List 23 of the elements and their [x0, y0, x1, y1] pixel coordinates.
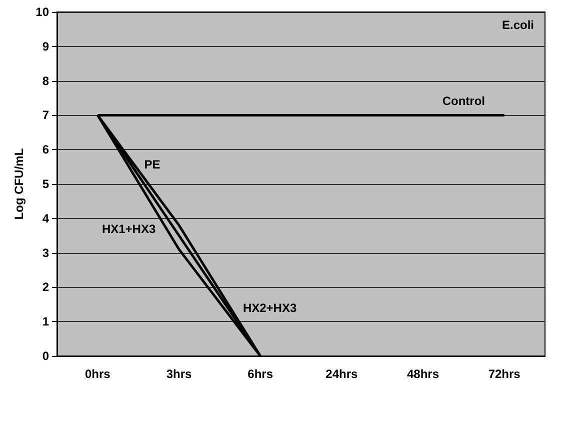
y-axis-title: Log CFU/mL	[12, 148, 26, 220]
y-tick-label: 0	[42, 349, 50, 363]
x-tick-label: 72hrs	[488, 367, 521, 381]
x-tick-label: 6hrs	[248, 367, 274, 381]
series-label: HX1+HX3	[102, 222, 156, 236]
y-tick-label: 3	[42, 246, 50, 260]
x-tick-label: 24hrs	[326, 367, 358, 381]
y-tick-label: 4	[42, 211, 50, 226]
y-tick-label: 5	[42, 177, 50, 191]
x-tick-label: 48hrs	[406, 367, 440, 381]
series-label: Control	[442, 94, 485, 108]
x-tick-label: 0hrs	[84, 367, 111, 381]
series-label: PE	[144, 158, 160, 172]
y-tick-label: 6	[42, 142, 50, 157]
y-tick-label: 8	[42, 74, 50, 88]
series-label: HX2+HX3	[242, 300, 297, 315]
y-tick-label: 1	[42, 314, 50, 329]
y-tick-label: 9	[42, 39, 50, 54]
y-tick-label: 10	[36, 5, 50, 19]
y-tick-label: 7	[42, 108, 50, 122]
y-tick-label: 2	[42, 280, 50, 294]
x-tick-label: 3hrs	[166, 367, 192, 381]
text: E.coli	[502, 18, 534, 32]
